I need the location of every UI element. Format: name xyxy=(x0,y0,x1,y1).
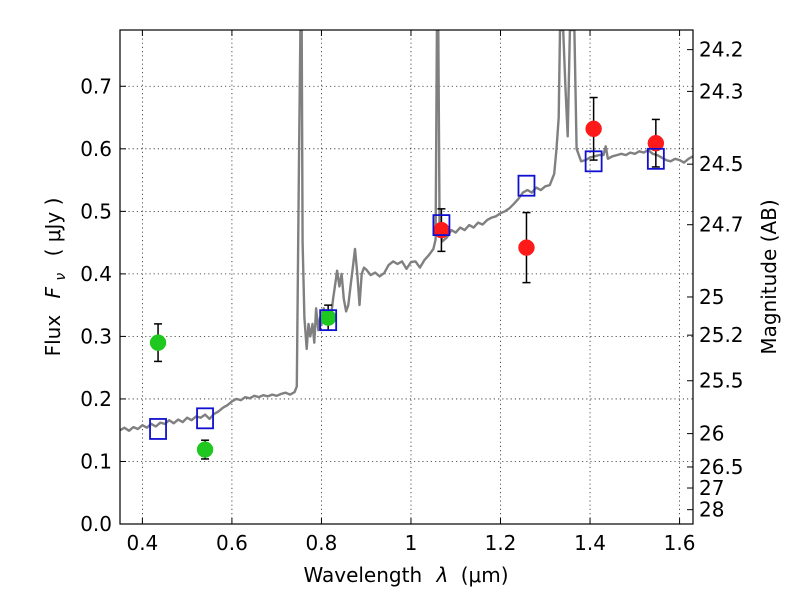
x-tick-label: 1.2 xyxy=(485,531,517,555)
x-axis-label-text: Wavelength xyxy=(303,563,422,587)
magnitude-tick-label: 24.5 xyxy=(699,152,744,176)
y-tick-label: 0.4 xyxy=(80,262,112,286)
model-flux-square xyxy=(646,147,665,170)
y-tick-label: 0.0 xyxy=(80,512,112,536)
model-flux-square xyxy=(584,150,603,173)
magnitude-tick-label: 24.3 xyxy=(699,79,744,103)
x-tick-label: 1 xyxy=(405,531,418,555)
magnitude-tick-label: 25.2 xyxy=(699,323,744,347)
sed-template-series xyxy=(120,30,693,432)
green-data-point xyxy=(196,441,214,458)
magnitude-axis-label: Magnitude (AB) xyxy=(757,199,781,354)
y-axis-label-text: Flux xyxy=(41,315,65,357)
plot-frame xyxy=(119,29,694,525)
x-tick-label: 1.4 xyxy=(574,531,606,555)
model-flux-square xyxy=(196,407,214,430)
x-tick-label: 0.8 xyxy=(306,531,338,555)
y-tick-label: 0.2 xyxy=(80,387,112,411)
x-tick-label: 0.6 xyxy=(216,531,248,555)
x-axis-label-unit: (μm) xyxy=(461,563,509,587)
y-tick-label: 0.7 xyxy=(80,74,112,98)
model-flux-square xyxy=(319,309,338,332)
red-data-point xyxy=(647,134,665,152)
magnitude-tick-label: 28 xyxy=(699,498,724,522)
sed-template-line xyxy=(120,30,693,432)
magnitude-tick-label: 26.5 xyxy=(699,455,744,479)
model-flux-square xyxy=(517,174,536,197)
x-axis-label: Wavelength λ (μm) xyxy=(303,563,508,587)
red-data-point xyxy=(518,239,535,256)
y-tick-label: 0.3 xyxy=(80,324,112,348)
x-tick-label: 1.6 xyxy=(664,531,696,555)
magnitude-tick-label: 25.5 xyxy=(699,369,744,393)
y-tick-label: 0.6 xyxy=(80,137,112,161)
y-axis-label: Flux F ν ( μJy ) xyxy=(41,198,70,357)
error-bars xyxy=(154,96,660,460)
x-axis-label-symbol: λ xyxy=(436,563,449,587)
magnitude-tick-label: 24.7 xyxy=(699,213,744,237)
tick-labels: 0.4 0.6 0.8 1 1.2 1.4 1.6 0.0 0.1 0.2 0.3 0.4 0.5 0.6… xyxy=(80,38,743,555)
magnitude-tick-label: 26 xyxy=(699,422,724,446)
y-axis-label-sub: ν xyxy=(53,273,69,281)
green-data-point xyxy=(149,334,167,351)
model-flux-square xyxy=(149,418,167,440)
data-markers xyxy=(149,120,665,458)
green-data-point xyxy=(319,309,337,326)
magnitude-tick-label: 25 xyxy=(699,285,724,309)
y-axis-label-unit: ( μJy ) xyxy=(41,198,65,257)
magnitude-tick-label: 24.2 xyxy=(699,38,744,62)
y-axis-label-symbol: F xyxy=(41,286,65,298)
magnitude-tick-label: 27 xyxy=(699,476,724,500)
axis-ticks xyxy=(120,30,693,525)
model-flux-square xyxy=(432,214,451,236)
y-tick-label: 0.5 xyxy=(80,199,112,223)
red-data-point xyxy=(585,120,602,138)
y-tick-label: 0.1 xyxy=(80,449,112,473)
x-tick-label: 0.4 xyxy=(126,531,158,555)
